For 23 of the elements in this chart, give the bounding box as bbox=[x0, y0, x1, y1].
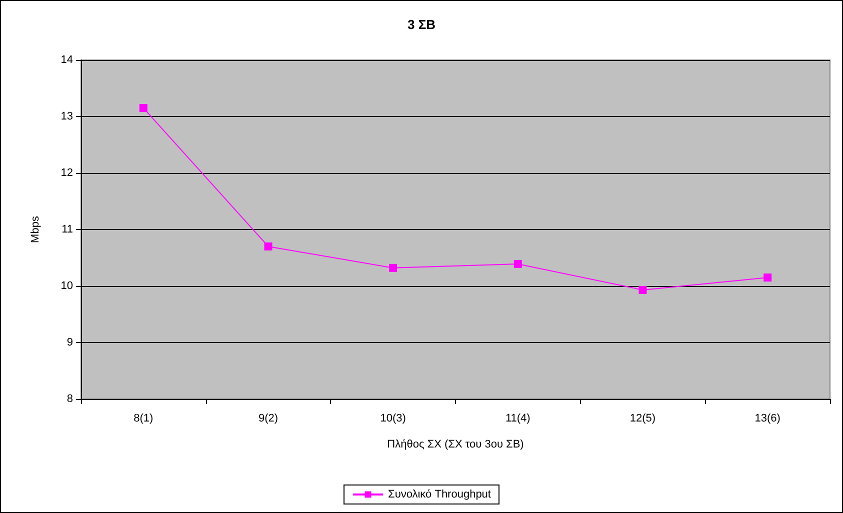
y-axis-title: Mbps bbox=[30, 216, 42, 243]
y-tick-label: 14 bbox=[60, 54, 73, 66]
point bbox=[514, 260, 522, 268]
y-tick-label: 9 bbox=[66, 336, 73, 348]
x-tick-label: 10(3) bbox=[380, 412, 406, 424]
point bbox=[264, 242, 272, 250]
point bbox=[764, 274, 772, 282]
point bbox=[139, 104, 148, 112]
y-tick-label: 12 bbox=[60, 167, 73, 179]
x-tick-label: 13(6) bbox=[754, 412, 780, 424]
x-tick-label: 9(2) bbox=[258, 412, 278, 424]
x-axis-title: Πλήθος ΣΧ (ΣΧ του 3ου ΣΒ) bbox=[387, 438, 524, 450]
y-tick-label: 11 bbox=[62, 224, 73, 236]
point bbox=[638, 286, 647, 294]
point bbox=[389, 264, 398, 272]
chart-title: 3 ΣΒ bbox=[407, 17, 436, 32]
x-tick-label: 8(1) bbox=[134, 412, 154, 424]
y-tick-label: 8 bbox=[66, 393, 73, 405]
y-tick-label: 13 bbox=[60, 110, 73, 122]
x-tick-label: 12(5) bbox=[630, 412, 656, 424]
x-tick-label: 11(4) bbox=[505, 412, 530, 424]
legend-label: Συνολικό Throughput bbox=[388, 488, 491, 500]
y-tick-label: 10 bbox=[60, 280, 73, 292]
